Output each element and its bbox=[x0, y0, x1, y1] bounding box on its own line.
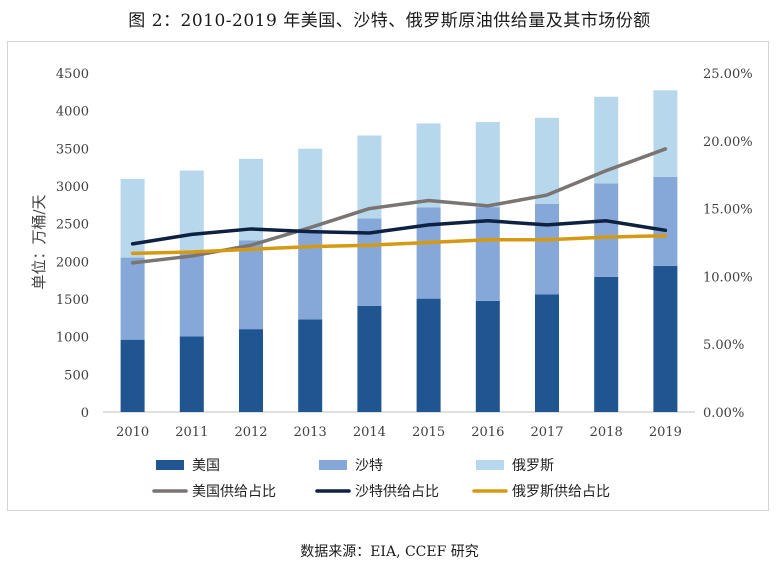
legend-label: 俄罗斯 bbox=[512, 458, 554, 474]
y-tick-label: 3500 bbox=[56, 142, 89, 157]
chart-title: 图 2：2010-2019 年美国、沙特、俄罗斯原油供给量及其市场份额 bbox=[128, 11, 651, 31]
bar-segment bbox=[120, 178, 145, 258]
legend-label: 沙特 bbox=[355, 458, 383, 474]
bar-segment bbox=[120, 339, 145, 412]
legend-swatch bbox=[156, 460, 184, 470]
y-tick-label: 4500 bbox=[56, 67, 89, 82]
y2-tick-label: 5.00% bbox=[703, 338, 744, 353]
legend-label: 美国 bbox=[192, 458, 220, 474]
bar-segment bbox=[594, 183, 619, 277]
legend-label: 美国供给占比 bbox=[192, 484, 276, 500]
axes-layer: 0 500 1000 1500 2000 2500 3000 3500 4000 4500 0.00… bbox=[56, 67, 753, 440]
x-tick-label: 2012 bbox=[234, 425, 267, 440]
y-tick-label: 500 bbox=[64, 368, 89, 383]
bar-segment bbox=[298, 148, 323, 231]
bar-segment bbox=[239, 158, 263, 241]
bar-segment bbox=[475, 300, 500, 412]
bar-segment bbox=[535, 117, 559, 204]
y-tick-label: 1000 bbox=[56, 331, 89, 346]
series-line bbox=[130, 233, 668, 256]
lines-layer bbox=[130, 147, 668, 265]
series-line bbox=[130, 219, 668, 246]
bar-segment bbox=[653, 90, 678, 177]
bar-segment bbox=[416, 123, 441, 208]
bar-segment bbox=[357, 135, 382, 219]
x-tick-label: 2019 bbox=[649, 425, 682, 440]
bar-segment bbox=[594, 276, 619, 412]
bar-segment bbox=[416, 207, 441, 299]
bar-segment bbox=[120, 257, 145, 340]
bar-segment bbox=[298, 230, 323, 320]
x-tick-label: 2010 bbox=[116, 425, 149, 440]
series-line bbox=[130, 147, 668, 265]
bar-segment bbox=[535, 294, 559, 412]
y-tick-label: 3000 bbox=[56, 180, 89, 195]
y2-tick-label: 10.00% bbox=[703, 270, 753, 285]
legend-label: 俄罗斯供给占比 bbox=[512, 484, 610, 500]
x-tick-label: 2018 bbox=[590, 425, 623, 440]
x-tick-label: 2011 bbox=[175, 425, 208, 440]
bar-segment bbox=[179, 336, 204, 412]
bar-segment bbox=[239, 329, 263, 412]
y-tick-label: 1500 bbox=[56, 293, 89, 308]
x-tick-label: 2014 bbox=[353, 425, 386, 440]
x-tick-label: 2013 bbox=[294, 425, 327, 440]
y2-tick-label: 20.00% bbox=[703, 135, 753, 150]
legend-swatch bbox=[476, 460, 504, 470]
source-note: 数据来源：EIA, CCEF 研究 bbox=[300, 544, 479, 560]
bar-segment bbox=[179, 250, 204, 337]
y2-tick-label: 15.00% bbox=[703, 203, 753, 218]
chart-frame bbox=[7, 41, 769, 511]
y-tick-label: 2000 bbox=[56, 255, 89, 270]
legend-label: 沙特供给占比 bbox=[355, 484, 439, 500]
y2-tick-label: 0.00% bbox=[703, 406, 744, 421]
legend-swatch bbox=[319, 460, 347, 470]
bar-segment bbox=[298, 319, 323, 412]
bar-segment bbox=[357, 305, 382, 412]
bar-segment bbox=[179, 170, 204, 251]
bar-segment bbox=[416, 298, 441, 412]
bar-segment bbox=[239, 240, 263, 330]
x-tick-label: 2015 bbox=[412, 425, 445, 440]
x-tick-label: 2016 bbox=[471, 425, 504, 440]
y-tick-label: 2500 bbox=[56, 218, 89, 233]
bar-segment bbox=[475, 121, 500, 208]
bar-segment bbox=[653, 176, 678, 266]
bar-segment bbox=[653, 265, 678, 412]
y2-tick-label: 25.00% bbox=[703, 67, 753, 82]
y-axis-label: 单位：万桶/天 bbox=[30, 194, 48, 289]
y-tick-label: 0 bbox=[81, 406, 89, 421]
y-tick-label: 4000 bbox=[56, 105, 89, 120]
bar-segment bbox=[535, 203, 559, 295]
x-tick-label: 2017 bbox=[530, 425, 563, 440]
